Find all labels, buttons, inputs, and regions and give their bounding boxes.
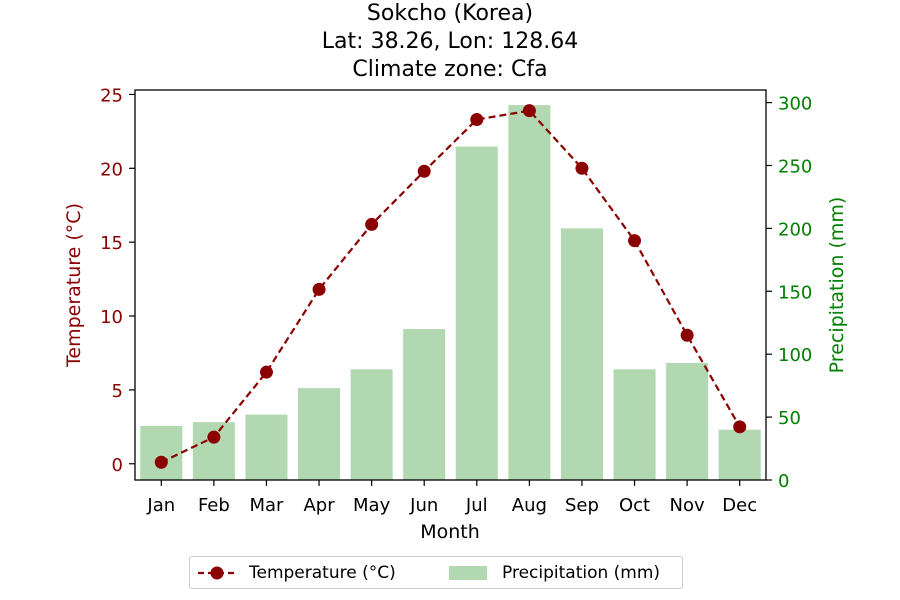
precipitation-bar-may bbox=[350, 369, 393, 480]
x-tick-label: Mar bbox=[249, 495, 284, 516]
temperature-point-dec bbox=[733, 420, 747, 434]
chart-subtitle-coordinates: Lat: 38.26, Lon: 128.64 bbox=[321, 29, 579, 54]
legend-precipitation-swatch bbox=[449, 566, 487, 580]
y-left-tick-label: 10 bbox=[100, 307, 123, 328]
temperature-point-jan bbox=[154, 455, 168, 469]
precipitation-bar-jul bbox=[455, 146, 498, 480]
precipitation-bar-oct bbox=[613, 369, 656, 480]
y-left-tick-label: 5 bbox=[112, 381, 123, 402]
temperature-point-apr bbox=[312, 282, 326, 296]
x-tick-label: Feb bbox=[198, 495, 230, 516]
y-right-tick-label: 0 bbox=[778, 471, 789, 492]
temperature-point-feb bbox=[207, 430, 221, 444]
y-left-tick-label: 0 bbox=[112, 455, 123, 476]
y-right-tick-label: 150 bbox=[778, 282, 812, 303]
x-tick-label: Jul bbox=[465, 495, 488, 516]
x-tick-label: Oct bbox=[619, 495, 650, 516]
y-right-tick-label: 300 bbox=[778, 94, 812, 115]
y-right-tick-label: 200 bbox=[778, 219, 812, 240]
y-axis-left-label: Temperature (°C) bbox=[63, 203, 85, 368]
precipitation-bar-jun bbox=[403, 329, 446, 480]
temperature-point-jul bbox=[470, 113, 484, 127]
precipitation-bar-mar bbox=[245, 414, 288, 480]
temperature-point-nov bbox=[680, 328, 694, 342]
temperature-point-may bbox=[365, 217, 379, 231]
y-left-tick-label: 15 bbox=[100, 233, 123, 254]
temperature-point-mar bbox=[259, 365, 273, 379]
y-axis-right-label: Precipitation (mm) bbox=[826, 197, 848, 374]
precipitation-bar-dec bbox=[718, 429, 761, 480]
plot-frame bbox=[134, 89, 767, 481]
y-right-tick-label: 50 bbox=[778, 408, 801, 429]
x-tick-label: Jun bbox=[409, 495, 438, 516]
precipitation-bar-apr bbox=[298, 388, 341, 480]
legend-precipitation-label: Precipitation (mm) bbox=[502, 563, 661, 583]
x-tick-label: Jan bbox=[146, 495, 175, 516]
y-right-tick-label: 250 bbox=[778, 156, 812, 177]
x-tick-label: Dec bbox=[722, 495, 757, 516]
x-tick-label: Aug bbox=[512, 495, 547, 516]
legend-temperature-swatch bbox=[198, 566, 236, 580]
y-right-tick-label: 100 bbox=[778, 345, 812, 366]
precipitation-bar-aug bbox=[508, 105, 551, 480]
legend: Temperature (°C) Precipitation (mm) bbox=[189, 556, 683, 589]
chart-subtitle-climate-zone: Climate zone: Cfa bbox=[352, 57, 548, 82]
temperature-point-oct bbox=[628, 234, 642, 248]
y-left-tick-label: 20 bbox=[100, 159, 123, 180]
temperature-point-sep bbox=[575, 161, 589, 175]
legend-temperature-label: Temperature (°C) bbox=[249, 563, 396, 583]
temperature-point-aug bbox=[522, 104, 536, 118]
precipitation-bars bbox=[140, 105, 761, 480]
temperature-point-jun bbox=[417, 164, 431, 178]
x-tick-label: Sep bbox=[565, 495, 599, 516]
precipitation-bar-sep bbox=[560, 228, 603, 480]
x-axis-label: Month bbox=[420, 521, 480, 543]
y-left-tick-label: 25 bbox=[100, 85, 123, 106]
temperature-series-line bbox=[160, 109, 741, 464]
chart-title: Sokcho (Korea) bbox=[366, 1, 534, 26]
axes: Jan Feb Mar Apr May Jun Jul Aug Sep Oct Nov Dec 0 5 10… bbox=[100, 85, 812, 516]
x-tick-label: Nov bbox=[670, 495, 705, 516]
x-tick-label: Apr bbox=[303, 495, 335, 516]
precipitation-bar-jan bbox=[140, 425, 183, 480]
precipitation-bar-nov bbox=[666, 363, 709, 480]
temperature-line bbox=[154, 104, 747, 469]
x-tick-label: May bbox=[353, 495, 391, 516]
